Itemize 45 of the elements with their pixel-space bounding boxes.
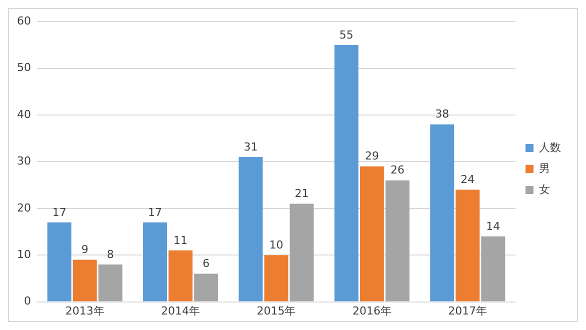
bar xyxy=(238,157,263,302)
bar xyxy=(168,250,193,302)
data-label: 29 xyxy=(364,150,379,163)
data-label: 26 xyxy=(390,164,404,177)
bar xyxy=(72,260,97,302)
x-tick-label: 2013年 xyxy=(65,304,104,318)
data-label: 21 xyxy=(294,187,309,200)
data-label: 6 xyxy=(202,257,210,270)
data-label: 11 xyxy=(174,234,188,247)
y-tick-label: 0 xyxy=(24,294,31,308)
data-label: 17 xyxy=(52,206,66,219)
bar xyxy=(290,204,314,302)
y-tick-label: 50 xyxy=(16,61,31,74)
data-label: 24 xyxy=(460,173,475,186)
bar xyxy=(194,274,218,302)
bar xyxy=(430,124,454,302)
legend-label: 人数 xyxy=(539,140,561,154)
bar xyxy=(456,190,480,302)
bar xyxy=(143,222,168,302)
data-label: 8 xyxy=(106,248,114,261)
data-label: 14 xyxy=(486,220,500,233)
y-tick-label: 20 xyxy=(16,201,31,214)
data-label: 38 xyxy=(435,108,450,121)
bar xyxy=(481,236,506,302)
legend-label: 男 xyxy=(539,162,550,175)
bar xyxy=(360,166,384,302)
x-tick-label: 2015年 xyxy=(256,304,296,318)
y-tick-label: 60 xyxy=(16,14,31,28)
data-label: 10 xyxy=(269,238,284,252)
y-tick-label: 10 xyxy=(16,248,31,261)
bar xyxy=(385,180,410,302)
bar xyxy=(47,222,72,302)
data-label: 17 xyxy=(148,206,162,219)
data-label: 9 xyxy=(81,243,88,256)
bar xyxy=(264,255,288,302)
data-label: 31 xyxy=(244,140,258,154)
x-tick-label: 2016年 xyxy=(352,304,392,318)
legend-label: 女 xyxy=(539,182,550,196)
x-tick-label: 2014年 xyxy=(161,304,200,318)
bar xyxy=(98,264,122,302)
bar xyxy=(334,44,358,302)
data-label: 55 xyxy=(339,28,354,42)
y-tick-label: 30 xyxy=(16,154,31,168)
x-tick-label: 2017年 xyxy=(448,304,488,318)
y-tick-label: 40 xyxy=(16,108,31,121)
